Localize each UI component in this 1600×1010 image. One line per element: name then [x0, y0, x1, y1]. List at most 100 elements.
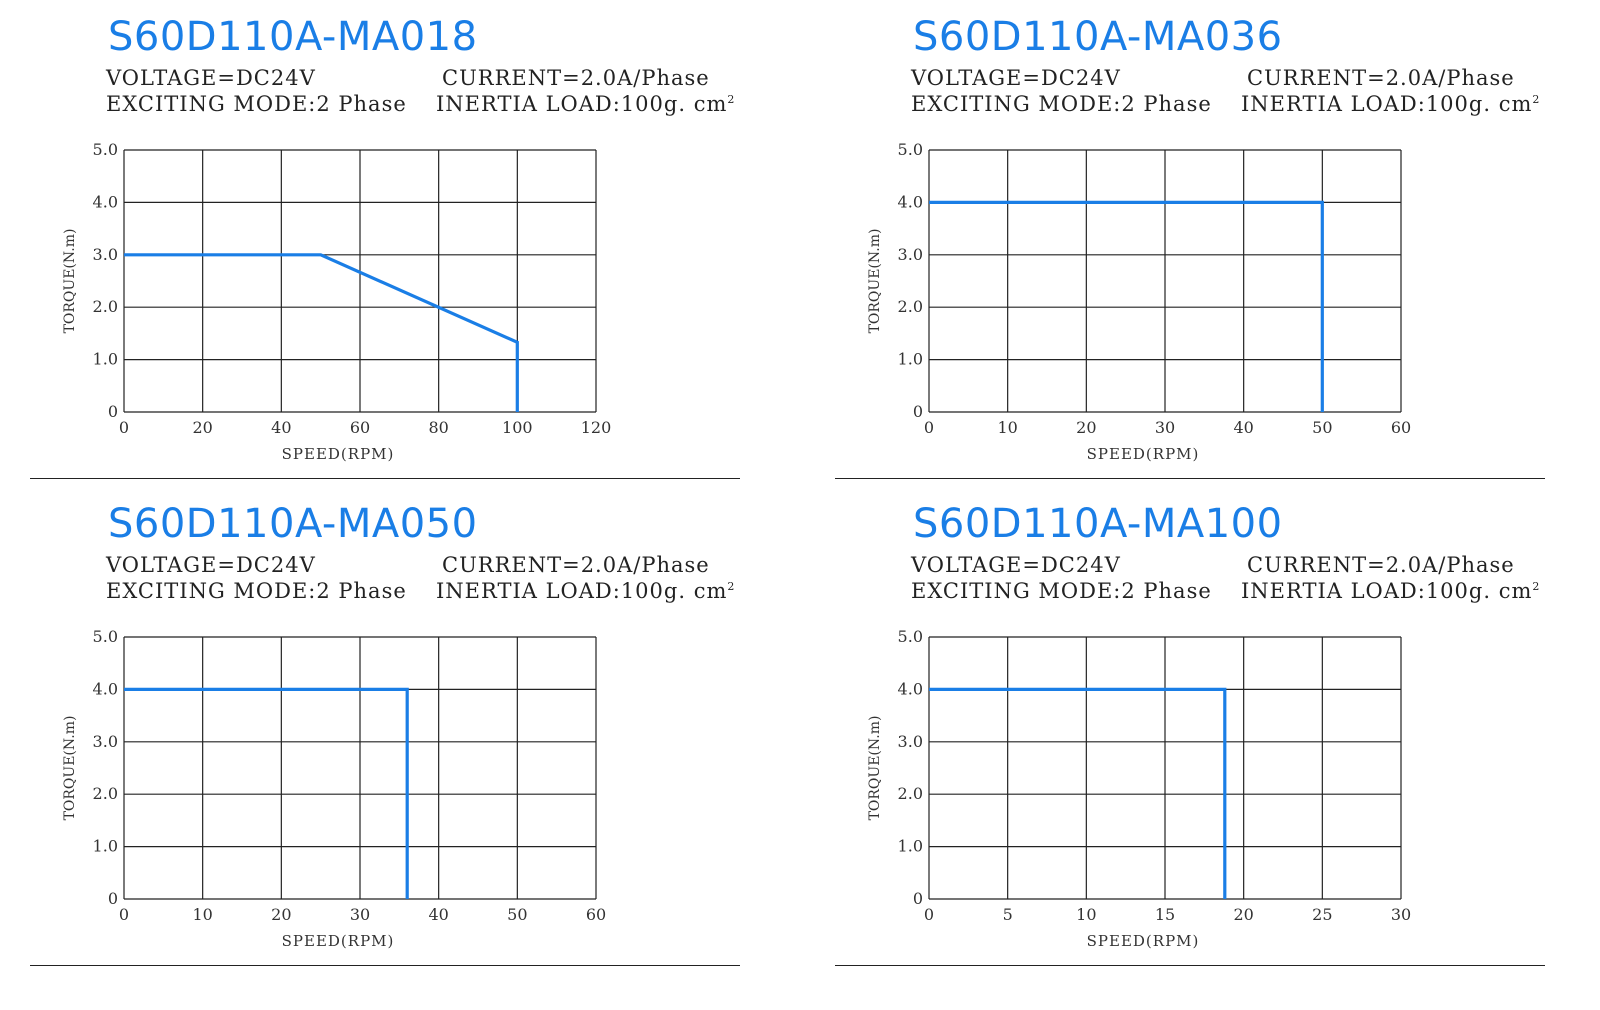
x-axis-label: SPEED(RPM) — [1087, 932, 1200, 950]
y-axis-label: TORQUE(N.m) — [62, 716, 78, 821]
torque-speed-chart: 0 10 20 30 40 50 60 0 1.0 2.0 3.0 4.0 5.0 SPEED(RPM) T… — [62, 627, 606, 950]
torque-curve — [929, 200, 1324, 412]
chart-panel-4: S60D110A-MA100 VOLTAGE=DC24V CURRENT=2.0… — [835, 487, 1595, 977]
y-tick-label: 0 — [108, 402, 118, 421]
y-tick-label: 0 — [913, 402, 923, 421]
x-tick-label: 10 — [1076, 905, 1096, 924]
x-tick-label: 15 — [1155, 905, 1175, 924]
torque-curve — [929, 687, 1227, 899]
x-axis-label: SPEED(RPM) — [282, 445, 395, 463]
x-tick-label: 40 — [428, 905, 448, 924]
x-tick-label: 40 — [271, 418, 291, 437]
x-tick-label: 0 — [119, 905, 129, 924]
y-tick-label: 5.0 — [898, 627, 923, 646]
y-tick-label: 5.0 — [93, 140, 118, 159]
x-tick-label: 20 — [1076, 418, 1096, 437]
voltage-spec: VOLTAGE=DC24V — [106, 66, 316, 90]
x-tick-label: 40 — [1233, 418, 1253, 437]
y-tick-label: 1.0 — [93, 837, 118, 856]
y-tick-label: 3.0 — [898, 245, 923, 264]
x-axis-label: SPEED(RPM) — [282, 932, 395, 950]
chart-panel-3: S60D110A-MA050 VOLTAGE=DC24V CURRENT=2.0… — [30, 487, 790, 977]
x-tick-label: 60 — [350, 418, 370, 437]
torque-speed-chart: 0 10 20 30 40 50 60 0 1.0 2.0 3.0 4.0 5.0 SPEED(RPM) T… — [867, 140, 1411, 463]
current-spec: CURRENT=2.0A/Phase — [1247, 66, 1515, 90]
x-tick-label: 60 — [1391, 418, 1411, 437]
inertia-unit-superscript: 2 — [727, 93, 736, 106]
x-tick-label: 120 — [581, 418, 612, 437]
x-tick-label: 0 — [924, 905, 934, 924]
inertia-load-text: INERTIA LOAD:100g. cm — [1241, 92, 1533, 116]
panel-title: S60D110A-MA050 — [108, 501, 478, 547]
x-tick-label: 100 — [502, 418, 533, 437]
y-tick-label: 5.0 — [898, 140, 923, 159]
y-tick-label: 1.0 — [898, 837, 923, 856]
exciting-mode-spec: EXCITING MODE:2 Phase — [106, 579, 407, 603]
exciting-mode-spec: EXCITING MODE:2 Phase — [106, 92, 407, 116]
y-tick-label: 2.0 — [93, 784, 118, 803]
inertia-load-text: INERTIA LOAD:100g. cm — [1241, 579, 1533, 603]
panel-divider — [835, 478, 1545, 479]
exciting-mode-spec: EXCITING MODE:2 Phase — [911, 579, 1212, 603]
y-tick-label: 2.0 — [898, 297, 923, 316]
x-tick-label: 5 — [1003, 905, 1013, 924]
y-tick-label: 4.0 — [898, 679, 923, 698]
x-tick-label: 20 — [192, 418, 212, 437]
x-tick-label: 0 — [119, 418, 129, 437]
panel-divider — [30, 965, 740, 966]
inertia-unit-superscript: 2 — [727, 580, 736, 593]
x-tick-label: 10 — [192, 905, 212, 924]
x-tick-label: 30 — [1155, 418, 1175, 437]
x-tick-label: 0 — [924, 418, 934, 437]
x-tick-label: 20 — [1233, 905, 1253, 924]
torque-speed-chart: 0 20 40 60 80 100 120 0 1.0 2.0 3.0 4.0 5.0 SPEED(RPM… — [62, 140, 612, 463]
x-tick-label: 20 — [271, 905, 291, 924]
y-axis-label: TORQUE(N.m) — [62, 229, 78, 334]
y-axis-label: TORQUE(N.m) — [867, 229, 883, 334]
y-tick-label: 2.0 — [93, 297, 118, 316]
y-tick-label: 4.0 — [93, 192, 118, 211]
panel-title: S60D110A-MA036 — [913, 14, 1283, 60]
torque-curve — [124, 687, 409, 899]
y-axis-label: TORQUE(N.m) — [867, 716, 883, 821]
panel-title: S60D110A-MA100 — [913, 501, 1283, 547]
inertia-load-spec: INERTIA LOAD:100g. cm2 — [1241, 92, 1540, 116]
x-tick-label: 50 — [1312, 418, 1332, 437]
inertia-load-spec: INERTIA LOAD:100g. cm2 — [436, 579, 735, 603]
chart-panel-2: S60D110A-MA036 VOLTAGE=DC24V CURRENT=2.0… — [835, 0, 1595, 490]
x-tick-label: 50 — [507, 905, 527, 924]
voltage-spec: VOLTAGE=DC24V — [911, 553, 1121, 577]
y-tick-label: 4.0 — [898, 192, 923, 211]
torque-curve — [124, 253, 519, 412]
x-axis-label: SPEED(RPM) — [1087, 445, 1200, 463]
y-tick-label: 3.0 — [93, 245, 118, 264]
y-tick-label: 0 — [913, 889, 923, 908]
inertia-load-text: INERTIA LOAD:100g. cm — [436, 579, 728, 603]
y-tick-label: 2.0 — [898, 784, 923, 803]
panel-divider — [30, 478, 740, 479]
current-spec: CURRENT=2.0A/Phase — [442, 66, 710, 90]
y-tick-label: 0 — [108, 889, 118, 908]
inertia-load-spec: INERTIA LOAD:100g. cm2 — [1241, 579, 1540, 603]
inertia-unit-superscript: 2 — [1532, 580, 1541, 593]
voltage-spec: VOLTAGE=DC24V — [106, 553, 316, 577]
current-spec: CURRENT=2.0A/Phase — [442, 553, 710, 577]
y-tick-label: 4.0 — [93, 679, 118, 698]
y-tick-label: 1.0 — [93, 350, 118, 369]
x-tick-label: 60 — [586, 905, 606, 924]
y-tick-label: 3.0 — [93, 732, 118, 751]
panel-title: S60D110A-MA018 — [108, 14, 478, 60]
current-spec: CURRENT=2.0A/Phase — [1247, 553, 1515, 577]
x-tick-label: 10 — [997, 418, 1017, 437]
x-tick-label: 30 — [1391, 905, 1411, 924]
torque-speed-chart: 0 5 10 15 20 25 30 0 1.0 2.0 3.0 4.0 5.0 SPEED(RPM) TO… — [867, 627, 1411, 950]
y-tick-label: 1.0 — [898, 350, 923, 369]
chart-panel-1: S60D110A-MA018 VOLTAGE=DC24V CURRENT=2.0… — [30, 0, 790, 490]
y-tick-label: 3.0 — [898, 732, 923, 751]
inertia-load-spec: INERTIA LOAD:100g. cm2 — [436, 92, 735, 116]
y-tick-label: 5.0 — [93, 627, 118, 646]
exciting-mode-spec: EXCITING MODE:2 Phase — [911, 92, 1212, 116]
x-tick-label: 25 — [1312, 905, 1332, 924]
x-tick-label: 80 — [428, 418, 448, 437]
panel-divider — [835, 965, 1545, 966]
